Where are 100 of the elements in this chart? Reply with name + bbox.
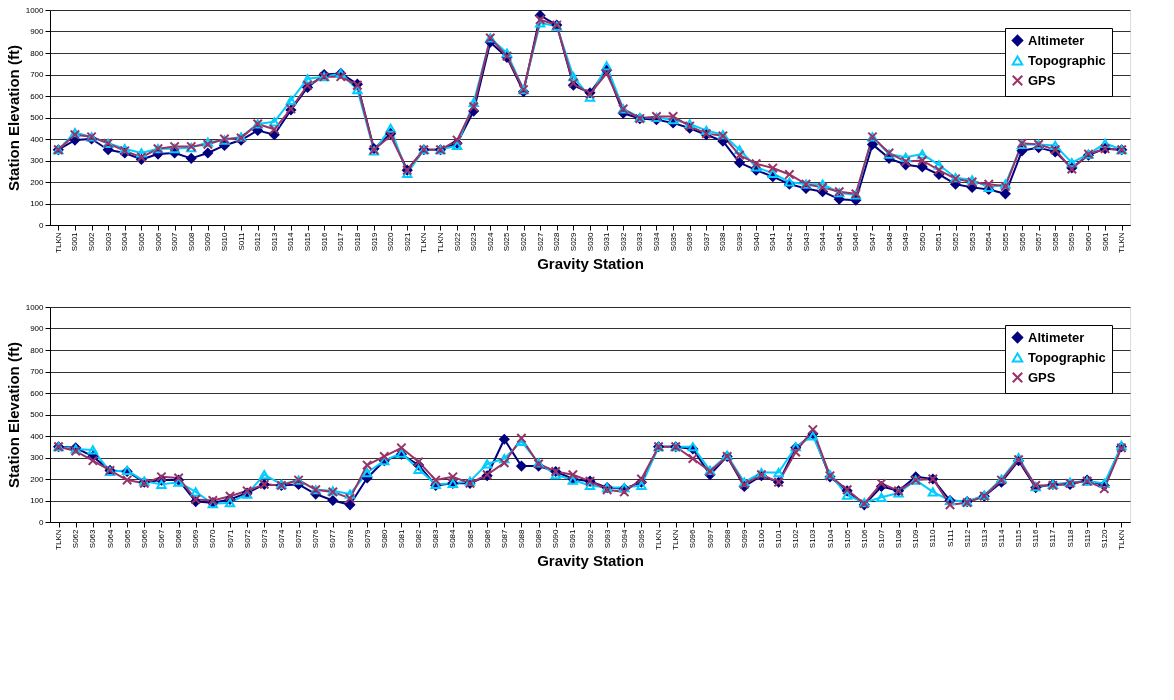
x-tick-label: S064 <box>105 528 115 549</box>
y-tick-label: 300 <box>30 156 45 165</box>
x-tick-label: S111 <box>945 528 955 547</box>
x-tick-label: S079 <box>362 528 372 549</box>
x-tick-label: S071 <box>225 528 235 549</box>
x-tick-label: S011 <box>236 231 246 251</box>
x-tick-label: S090 <box>551 528 561 549</box>
x-axis-title: Gravity Station <box>537 551 644 569</box>
legend-label: GPS <box>1028 72 1056 88</box>
x-tick-label: S097 <box>705 528 715 549</box>
x-tick-label: S069 <box>191 528 201 549</box>
x-tick-label: S006 <box>153 231 163 252</box>
y-tick-label: 600 <box>30 91 45 101</box>
x-tick-label: S063 <box>88 528 98 549</box>
y-axis-title: Station Elevation (ft) <box>4 45 22 191</box>
x-tick-label: S046 <box>851 231 861 252</box>
x-tick-label: S049 <box>901 231 911 252</box>
x-tick-label: S096 <box>688 528 698 549</box>
x-tick-label: S107 <box>876 528 886 549</box>
y-tick-label: 200 <box>30 177 45 187</box>
x-tick-label: S039 <box>735 231 745 252</box>
x-tick-label: S068 <box>174 528 184 549</box>
x-tick-label: S067 <box>156 528 166 549</box>
x-tick-label: S119 <box>1082 528 1092 548</box>
x-tick-label: S078 <box>345 528 355 549</box>
x-tick-label: S115 <box>1014 528 1024 548</box>
x-tick-label: TLKN <box>53 232 63 253</box>
y-tick-label: 500 <box>30 113 45 122</box>
x-tick-label: S005 <box>136 231 146 252</box>
x-tick-label: S070 <box>208 528 218 549</box>
x-axis-title: Gravity Station <box>537 254 644 272</box>
y-tick-label: 0 <box>39 220 45 230</box>
x-tick-label: S008 <box>186 231 196 252</box>
x-tick-label: S004 <box>120 231 130 252</box>
x-tick-label: S072 <box>242 528 252 549</box>
x-tick-label: S082 <box>414 528 424 549</box>
x-tick-label: S113 <box>979 528 989 548</box>
x-tick-label: S010 <box>219 231 229 252</box>
y-tick-label: 1000 <box>25 302 45 312</box>
x-tick-label: S034 <box>651 231 661 252</box>
x-tick-label: S114 <box>996 528 1006 548</box>
x-tick-label: S076 <box>311 528 321 549</box>
x-tick-label: S009 <box>203 231 213 252</box>
x-tick-label: S047 <box>867 231 877 252</box>
x-tick-label: S055 <box>1000 231 1010 252</box>
x-tick-label: S092 <box>585 528 595 549</box>
x-tick-label: S021 <box>402 231 412 252</box>
x-tick-label: S091 <box>568 528 578 549</box>
x-tick-label: S089 <box>534 528 544 549</box>
x-tick-label: S074 <box>276 528 286 549</box>
y-tick-label: 100 <box>30 199 45 208</box>
x-tick-label: S036 <box>685 231 695 252</box>
y-tick-label: 800 <box>30 48 45 58</box>
x-tick-label: S104 <box>825 528 835 549</box>
x-tick-label: S051 <box>934 231 944 252</box>
x-tick-label: S018 <box>352 231 362 252</box>
x-tick-label: S081 <box>396 528 406 549</box>
x-tick-label: S095 <box>636 528 646 549</box>
x-tick-label: S105 <box>842 528 852 549</box>
x-tick-label: S053 <box>967 231 977 252</box>
x-tick-label: S073 <box>259 528 269 549</box>
x-tick-label: S002 <box>87 231 97 252</box>
legend-label: Altimeter <box>1028 329 1085 345</box>
x-tick-label: S085 <box>465 528 475 549</box>
x-tick-label: TLKN <box>1116 529 1126 550</box>
x-tick-label: S056 <box>1017 231 1027 252</box>
x-tick-label: S050 <box>917 231 927 252</box>
x-tick-label: S054 <box>984 231 994 252</box>
x-tick-label: TLKN <box>654 529 664 550</box>
x-tick-label: S012 <box>253 231 263 252</box>
x-tick-label: S058 <box>1050 231 1060 252</box>
x-tick-label: S044 <box>818 231 828 252</box>
x-tick-label: S102 <box>791 528 801 549</box>
x-tick-label: S028 <box>552 231 562 252</box>
x-tick-label: S098 <box>722 528 732 549</box>
x-tick-label: S118 <box>1065 528 1075 548</box>
x-tick-label: S045 <box>834 231 844 252</box>
x-tick-label: S024 <box>485 231 495 252</box>
y-tick-label: 900 <box>30 27 45 36</box>
x-tick-label: S032 <box>618 231 628 252</box>
y-tick-label: 200 <box>30 474 45 484</box>
y-axis-title: Station Elevation (ft) <box>4 342 22 488</box>
x-tick-label: S052 <box>951 231 961 252</box>
legend-label: Topographic <box>1028 52 1106 68</box>
x-tick-label: S043 <box>801 231 811 252</box>
x-tick-label: S087 <box>499 528 509 549</box>
x-tick-label: S022 <box>452 231 462 252</box>
y-tick-label: 400 <box>30 134 45 144</box>
x-tick-label: S065 <box>122 528 132 549</box>
x-tick-label: S060 <box>1083 231 1093 252</box>
x-tick-label: S026 <box>519 231 529 252</box>
x-tick-label: S057 <box>1034 231 1044 252</box>
x-tick-label: TLKN <box>435 232 445 253</box>
x-tick-label: S061 <box>1100 231 1110 252</box>
x-tick-label: S003 <box>103 231 113 252</box>
x-tick-label: S033 <box>635 231 645 252</box>
x-tick-label: TLKN <box>419 232 429 253</box>
x-tick-label: S035 <box>668 231 678 252</box>
x-tick-label: S037 <box>701 231 711 252</box>
y-tick-label: 800 <box>30 345 45 355</box>
